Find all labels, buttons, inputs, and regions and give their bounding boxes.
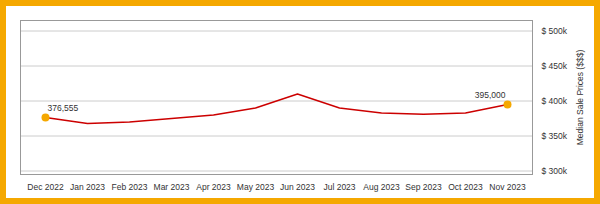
svg-text:Dec 2022: Dec 2022 [27, 182, 64, 192]
svg-text:376,555: 376,555 [48, 103, 79, 113]
svg-text:$ 500k: $ 500k [542, 26, 568, 36]
svg-text:Mar 2023: Mar 2023 [154, 182, 190, 192]
svg-text:$ 300k: $ 300k [542, 166, 568, 176]
svg-text:395,000: 395,000 [475, 90, 506, 100]
svg-text:$ 450k: $ 450k [542, 61, 568, 71]
svg-text:Nov 2023: Nov 2023 [489, 182, 526, 192]
svg-text:Jan 2023: Jan 2023 [70, 182, 105, 192]
svg-text:Jun 2023: Jun 2023 [280, 182, 315, 192]
svg-text:May 2023: May 2023 [237, 182, 275, 192]
svg-text:Sep 2023: Sep 2023 [405, 182, 442, 192]
svg-text:Oct 2023: Oct 2023 [448, 182, 483, 192]
svg-text:$ 400k: $ 400k [542, 96, 568, 106]
svg-text:Jul 2023: Jul 2023 [323, 182, 355, 192]
svg-text:Apr 2023: Apr 2023 [196, 182, 231, 192]
svg-text:Median Sale Prices ($$$): Median Sale Prices ($$$) [575, 50, 585, 146]
svg-text:Aug 2023: Aug 2023 [363, 182, 400, 192]
svg-text:$ 350k: $ 350k [542, 131, 568, 141]
svg-text:Feb 2023: Feb 2023 [112, 182, 148, 192]
